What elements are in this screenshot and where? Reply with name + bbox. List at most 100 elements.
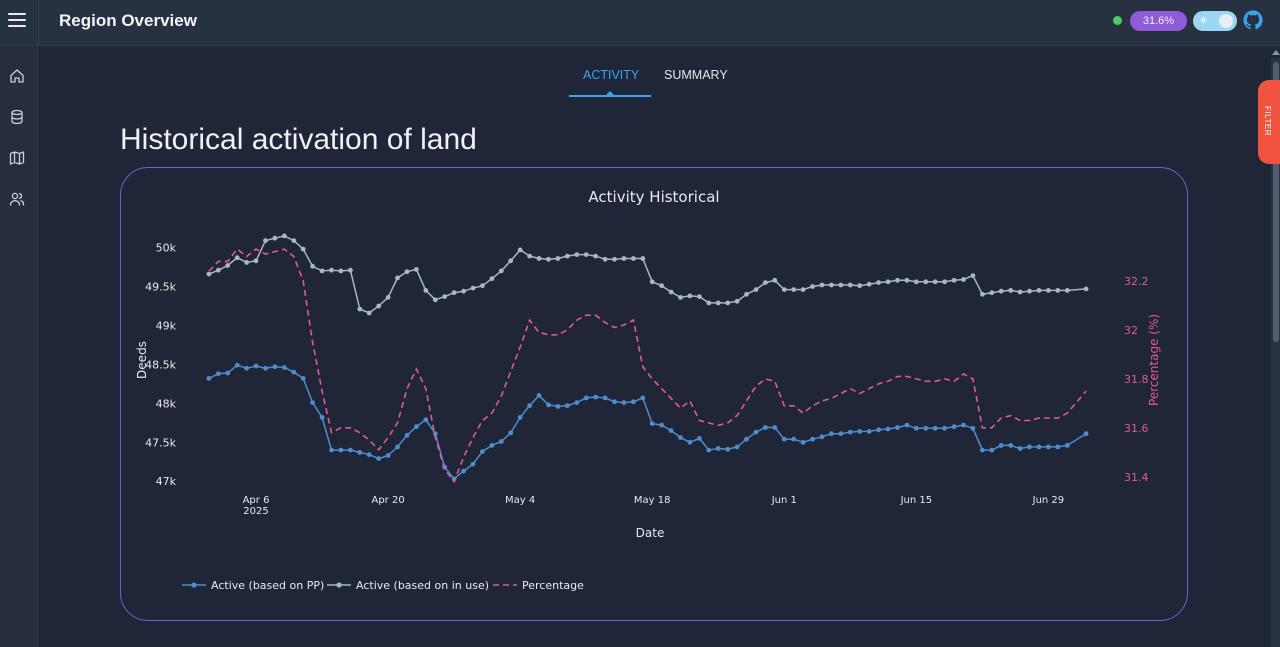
data-point <box>791 436 797 442</box>
data-point <box>225 370 231 376</box>
x-tick-label: May 18 <box>634 495 671 506</box>
data-point <box>659 283 664 289</box>
data-point <box>1027 444 1032 450</box>
series-line-0 <box>208 364 1087 480</box>
data-point <box>744 436 749 442</box>
data-point <box>470 461 476 467</box>
x-tick-label: Apr 20 <box>371 495 404 506</box>
database-icon[interactable] <box>9 109 25 125</box>
data-point <box>395 444 400 450</box>
data-point <box>857 429 863 434</box>
data-point <box>932 279 938 285</box>
tab-summary[interactable]: SUMMARY <box>664 68 728 82</box>
data-point <box>546 402 551 408</box>
data-point <box>272 364 278 370</box>
app-title: Region Overview <box>59 11 197 30</box>
map-icon[interactable] <box>9 150 25 166</box>
data-point <box>555 404 561 409</box>
data-point <box>1017 289 1023 295</box>
home-icon[interactable] <box>9 68 25 84</box>
users-icon[interactable] <box>9 191 25 207</box>
data-point <box>461 288 466 294</box>
data-point <box>706 300 712 306</box>
data-point <box>366 310 372 316</box>
data-point <box>489 443 495 448</box>
data-point <box>715 446 721 451</box>
data-point <box>310 263 315 269</box>
scrollbar[interactable] <box>1271 58 1280 647</box>
data-point <box>1083 286 1089 292</box>
data-point <box>593 253 598 259</box>
data-point <box>621 256 627 261</box>
data-point <box>1046 288 1051 293</box>
data-point <box>602 395 608 401</box>
data-point <box>800 439 806 445</box>
data-point <box>385 295 391 300</box>
data-point <box>310 400 315 405</box>
data-point <box>1046 444 1051 450</box>
data-point <box>819 282 825 288</box>
data-point <box>508 258 514 264</box>
github-icon[interactable] <box>1243 10 1263 30</box>
data-point <box>574 400 580 405</box>
x-tick-label: Jun 15 <box>900 495 933 506</box>
data-point <box>989 447 995 453</box>
data-point <box>687 293 693 299</box>
data-point <box>385 453 391 458</box>
filter-button[interactable]: FILTER <box>1258 80 1280 164</box>
scroll-up-arrow[interactable] <box>1272 50 1280 55</box>
data-point <box>1055 444 1061 450</box>
data-point <box>536 393 542 398</box>
data-point <box>659 422 664 428</box>
data-point <box>1036 288 1042 293</box>
data-point <box>498 439 504 444</box>
y-tick-label: 47k <box>156 475 177 488</box>
data-point <box>923 279 929 285</box>
x-axis-label: Date <box>636 526 665 540</box>
data-point <box>206 271 212 277</box>
data-point <box>527 403 532 409</box>
data-point <box>263 238 268 243</box>
y2-tick-label: 32.2 <box>1124 275 1149 288</box>
scrollbar-thumb[interactable] <box>1273 62 1279 342</box>
theme-toggle[interactable]: ✳ <box>1193 11 1237 31</box>
y2-axis-label: Percentage (%) <box>1147 314 1161 406</box>
y-tick-label: 48.5k <box>145 358 176 371</box>
y2-tick-label: 32 <box>1124 324 1138 337</box>
data-point <box>1064 443 1070 448</box>
filter-label: FILTER <box>1263 106 1272 136</box>
tab-activity[interactable]: ACTIVITY <box>583 68 640 82</box>
data-point <box>234 255 240 261</box>
data-point <box>895 277 900 283</box>
data-point <box>414 424 419 430</box>
data-point <box>423 288 429 293</box>
data-point <box>961 422 966 428</box>
y-tick-label: 48k <box>156 397 177 410</box>
data-point <box>1036 444 1042 450</box>
legend-marker <box>336 582 342 588</box>
data-point <box>810 436 815 442</box>
data-point <box>697 294 702 299</box>
data-point <box>404 432 410 438</box>
data-point <box>338 447 344 453</box>
data-point <box>1083 431 1089 437</box>
data-point <box>329 267 334 273</box>
activity-chart: Activity Historical 47k 47.5k 48k 48.5k 49k 49… <box>135 188 1161 592</box>
data-point <box>866 281 872 287</box>
menu-icon[interactable] <box>8 13 26 29</box>
toggle-knob <box>1219 14 1233 28</box>
data-point <box>847 429 853 435</box>
data-point <box>281 233 287 239</box>
data-point <box>772 425 778 430</box>
data-point <box>329 447 334 453</box>
data-point <box>225 263 231 268</box>
data-point <box>1064 288 1070 293</box>
data-point <box>376 303 382 309</box>
top-bar: Region Overview 31.6% ✳ <box>0 0 1280 46</box>
data-point <box>583 252 589 257</box>
data-point <box>942 425 947 431</box>
data-point <box>810 284 815 289</box>
data-point <box>734 298 740 304</box>
data-point <box>263 365 268 371</box>
data-point <box>631 256 636 261</box>
